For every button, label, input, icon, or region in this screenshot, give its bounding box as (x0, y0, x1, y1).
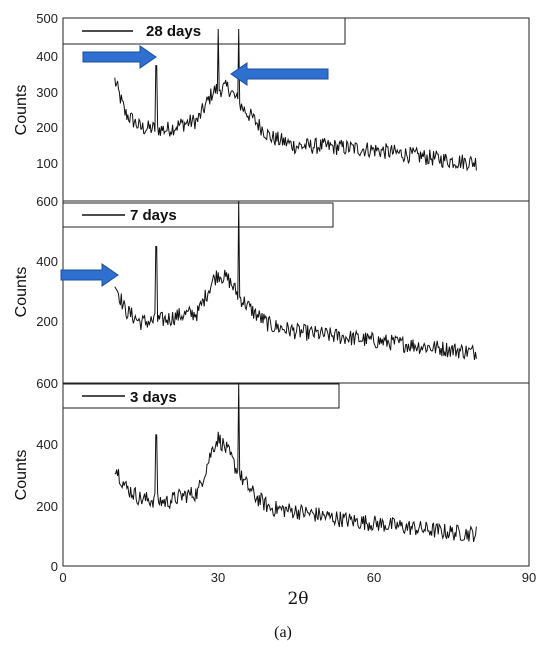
xtick-0: 0 (59, 570, 66, 585)
ytick-3-400: 400 (36, 437, 58, 452)
legend-28-days: 28 days (62, 17, 346, 45)
ytick-28-500: 500 (36, 11, 58, 26)
y-ticks-7: 600 400 200 (36, 194, 58, 329)
xlabel: 2θ (287, 589, 308, 609)
ytick-7-200: 200 (36, 314, 58, 329)
xtick-90: 90 (522, 570, 536, 585)
trace-7-days (114, 200, 477, 361)
ytick-3-200: 200 (36, 499, 58, 514)
xtick-30: 30 (211, 570, 225, 585)
ytick-28-300: 300 (36, 85, 58, 100)
ylabel-28: Counts (13, 85, 30, 136)
figure-caption: (a) (274, 624, 292, 641)
panel-28-frame (62, 17, 530, 202)
ylabel-7: Counts (13, 267, 30, 318)
arrow-28-left-peak (82, 45, 157, 69)
ylabel-3: Counts (13, 450, 30, 501)
panel-3-frame (62, 382, 530, 567)
trace-28-days (114, 28, 477, 172)
legend-7-label: 7 days (130, 207, 177, 224)
xtick-60: 60 (367, 570, 381, 585)
ytick-28-100: 100 (36, 156, 58, 171)
arrow-28-right-peak (230, 62, 329, 86)
arrow-7-peak (60, 263, 119, 287)
traces (114, 28, 477, 543)
y-ticks-28: 500 400 300 200 100 (36, 11, 58, 171)
legend-7-days: 7 days (62, 202, 334, 228)
ytick-28-400: 400 (36, 49, 58, 64)
x-ticks: 0 30 60 90 (59, 570, 536, 585)
trace-3-days (114, 382, 477, 543)
ytick-7-600: 600 (36, 194, 58, 209)
y-ticks-3: 600 400 200 0 (36, 376, 58, 574)
ytick-3-600: 600 (36, 376, 58, 391)
legend-3-label: 3 days (130, 389, 177, 406)
legend-28-label: 28 days (146, 23, 201, 40)
ytick-7-400: 400 (36, 254, 58, 269)
ytick-28-200: 200 (36, 120, 58, 135)
ytick-3-0: 0 (51, 559, 58, 574)
legend-3-days: 3 days (62, 383, 340, 409)
